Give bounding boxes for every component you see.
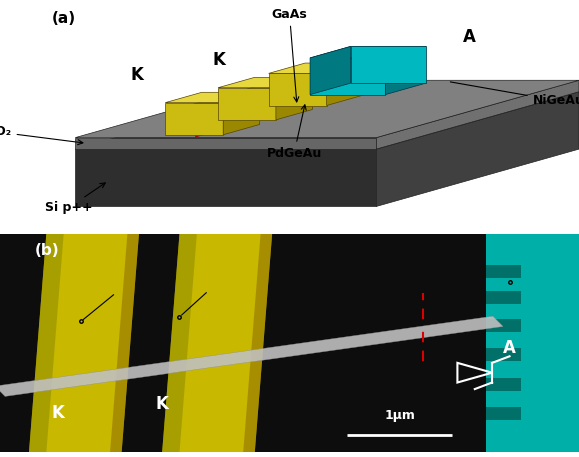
- Polygon shape: [75, 80, 579, 138]
- Polygon shape: [269, 74, 327, 106]
- Text: SiO₂: SiO₂: [0, 125, 83, 145]
- Text: K: K: [156, 395, 168, 414]
- Text: GaAs: GaAs: [272, 8, 307, 102]
- Polygon shape: [310, 58, 386, 95]
- Polygon shape: [376, 80, 579, 149]
- Polygon shape: [110, 234, 139, 452]
- Polygon shape: [162, 234, 197, 452]
- Polygon shape: [243, 234, 272, 452]
- Polygon shape: [29, 234, 139, 452]
- Polygon shape: [75, 149, 376, 207]
- Polygon shape: [276, 77, 313, 120]
- Polygon shape: [223, 92, 259, 135]
- Polygon shape: [162, 234, 272, 452]
- Polygon shape: [218, 77, 313, 88]
- Polygon shape: [327, 63, 363, 106]
- Text: Si p++: Si p++: [45, 183, 105, 214]
- Polygon shape: [486, 319, 521, 332]
- Polygon shape: [486, 265, 521, 278]
- Polygon shape: [486, 378, 521, 391]
- Polygon shape: [486, 291, 521, 304]
- Text: A: A: [463, 28, 475, 46]
- Polygon shape: [0, 316, 503, 396]
- Polygon shape: [166, 92, 259, 103]
- Polygon shape: [196, 74, 398, 137]
- Polygon shape: [75, 138, 376, 149]
- Polygon shape: [350, 47, 426, 83]
- Polygon shape: [29, 234, 64, 452]
- Text: K: K: [52, 404, 64, 422]
- Text: K: K: [212, 51, 225, 69]
- Text: PdGeAu: PdGeAu: [266, 105, 322, 160]
- Text: K: K: [131, 66, 144, 84]
- Polygon shape: [376, 92, 579, 207]
- Polygon shape: [486, 348, 521, 361]
- Polygon shape: [166, 103, 223, 135]
- Text: (b): (b): [35, 243, 60, 258]
- Text: A: A: [503, 339, 516, 356]
- Polygon shape: [310, 47, 350, 95]
- Text: 1μm: 1μm: [384, 409, 415, 422]
- Polygon shape: [386, 47, 426, 95]
- Text: NiGeAu: NiGeAu: [450, 82, 579, 107]
- Polygon shape: [75, 92, 579, 149]
- Polygon shape: [486, 234, 579, 452]
- Text: (a): (a): [52, 11, 76, 27]
- Polygon shape: [218, 88, 276, 120]
- Polygon shape: [310, 47, 426, 58]
- Polygon shape: [486, 407, 521, 420]
- Polygon shape: [0, 234, 579, 452]
- Polygon shape: [269, 63, 363, 74]
